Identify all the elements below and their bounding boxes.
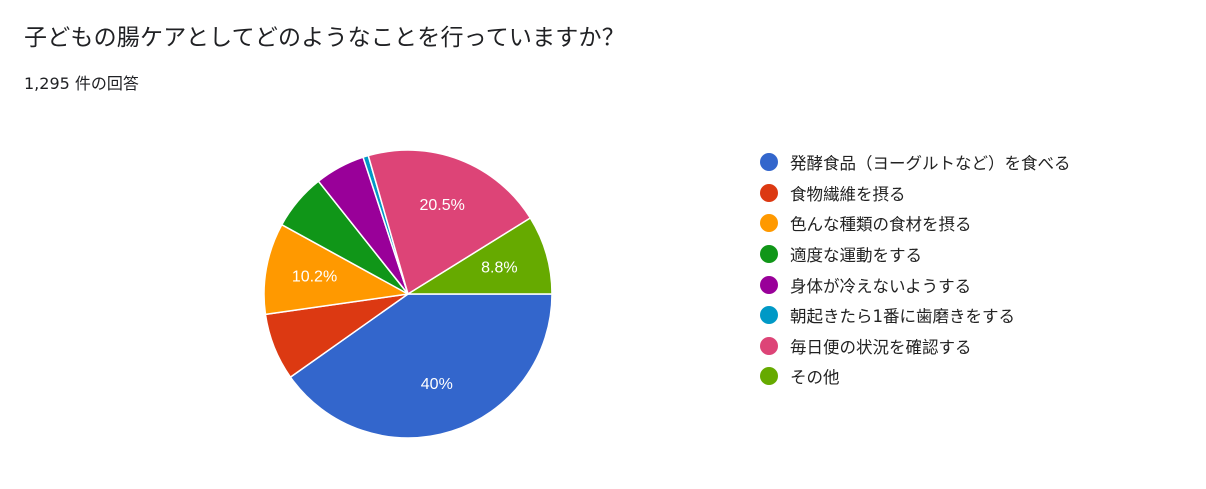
legend-swatch [760, 153, 778, 172]
legend-label: 適度な運動をする [790, 246, 922, 266]
legend-label: 食物繊維を摂る [790, 184, 906, 204]
legend-swatch [760, 275, 778, 294]
legend-item-keep-warm[interactable]: 身体が冷えないようする [760, 269, 1071, 300]
legend-label: 発酵食品（ヨーグルトなど）を食べる [790, 154, 1071, 174]
legend-item-check-stool[interactable]: 毎日便の状況を確認する [760, 331, 1071, 362]
pie-data-label: 10.2% [292, 269, 337, 286]
legend-item-various-ingredients[interactable]: 色んな種類の食材を摂る [760, 208, 1071, 239]
chart-legend: 発酵食品（ヨーグルトなど）を食べる 食物繊維を摂る 色んな種類の食材を摂る 適度… [760, 147, 1071, 392]
legend-label: 毎日便の状況を確認する [790, 337, 972, 357]
legend-label: 色んな種類の食材を摂る [790, 215, 972, 235]
legend-swatch [760, 245, 778, 264]
pie-slice[interactable] [367, 149, 532, 296]
question-title: 子どもの腸ケアとしてどのようなことを行っていますか？ [24, 25, 625, 51]
pie-data-label: 20.5% [420, 197, 465, 214]
legend-swatch [760, 336, 778, 355]
legend-swatch [760, 306, 778, 325]
pie-data-label: 40% [421, 376, 453, 393]
legend-item-other[interactable]: その他 [760, 361, 1071, 392]
pie-slice[interactable] [289, 293, 553, 439]
legend-item-dietary-fiber[interactable]: 食物繊維を摂る [760, 178, 1071, 209]
pie-slice[interactable] [405, 216, 553, 295]
pie-slice[interactable] [263, 223, 411, 316]
legend-label: 身体が冷えないようする [790, 276, 972, 296]
legend-swatch [760, 367, 778, 386]
legend-item-fermented-food[interactable]: 発酵食品（ヨーグルトなど）を食べる [760, 147, 1071, 178]
legend-item-moderate-exercise[interactable]: 適度な運動をする [760, 239, 1071, 270]
response-count: 1,295 件の回答 [24, 74, 139, 93]
legend-swatch [760, 183, 778, 202]
legend-swatch [760, 214, 778, 233]
legend-item-morning-toothbrushing[interactable]: 朝起きたら1番に歯磨きをする [760, 300, 1071, 331]
legend-label: 朝起きたら1番に歯磨きをする [790, 307, 1015, 327]
pie-data-label: 8.8% [481, 259, 517, 276]
legend-label: その他 [790, 368, 840, 388]
